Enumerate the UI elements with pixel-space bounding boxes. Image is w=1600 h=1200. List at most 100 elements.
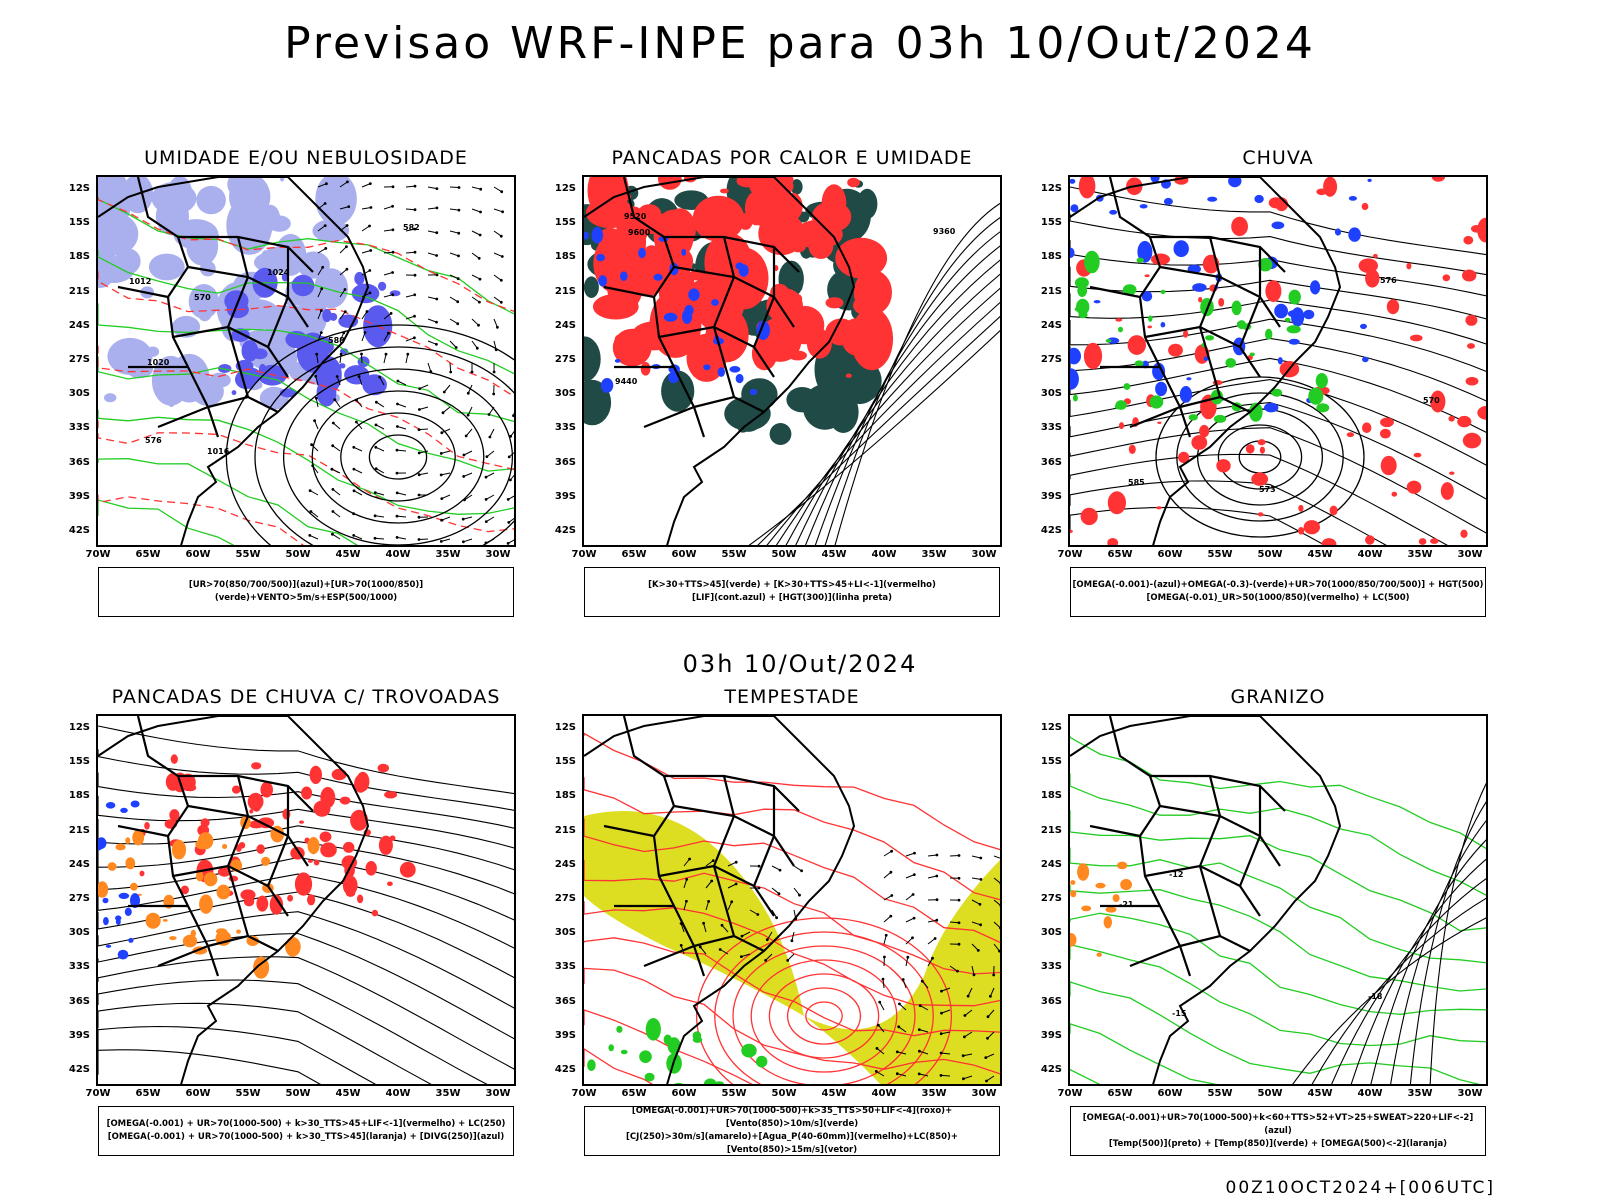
longitude-axis: 70W 65W 60W 55W 50W 45W 40W 35W 30W — [572, 549, 1002, 563]
lat-tick-label: 39S — [68, 1029, 90, 1041]
contour-label: 9600 — [628, 228, 651, 237]
latitude-axis: 12S 15S 18S 21S 24S 27S 30S 33S 36S 39S 42S — [1030, 175, 1064, 547]
legend-box: [OMEGA(-0.001)-(azul)+OMEGA(-0.3)-(verde… — [1070, 567, 1486, 617]
lat-tick-label: 15S — [68, 217, 90, 229]
lon-tick-label: 55W — [721, 1088, 747, 1099]
contour-label: 576 — [1380, 276, 1397, 285]
lat-tick-label: 21S — [68, 285, 90, 297]
lat-tick-label: 27S — [68, 893, 90, 904]
lat-tick-label: 33S — [554, 422, 576, 434]
legend-line: [OMEGA(-0.001)+UR>70(1000-500)+k<60+TTS>… — [1082, 1112, 1474, 1136]
map-svg — [98, 716, 514, 1084]
contour-label: 588 — [328, 336, 345, 345]
lat-tick-label: 18S — [554, 251, 576, 263]
lat-tick-label: 36S — [1040, 456, 1062, 468]
lon-tick-label: 50W — [1257, 1088, 1283, 1099]
lon-tick-label: 65W — [1107, 549, 1133, 560]
panel-title: GRANIZO — [1230, 686, 1326, 708]
lon-tick-label: 50W — [285, 1088, 311, 1099]
lon-tick-label: 65W — [135, 1088, 161, 1099]
latitude-axis: 12S 15S 18S 21S 24S 27S 30S 33S 36S 39S 42S — [58, 714, 92, 1086]
lat-tick-label: 36S — [1040, 995, 1062, 1007]
lon-tick-label: 40W — [385, 1088, 411, 1099]
main-title: Previsao WRF-INPE para 03h 10/Out/2024 — [284, 18, 1316, 69]
lat-tick-label: 18S — [1040, 790, 1062, 802]
legend-line: [CJ(250)>30m/s](amarelo)+[Agua_P(40-60mm… — [625, 1132, 959, 1155]
lon-tick-label: 55W — [721, 549, 747, 560]
longitude-axis: 70W 65W 60W 55W 50W 45W 40W 35W 30W — [572, 1088, 1002, 1102]
lat-tick-label: 42S — [1040, 525, 1062, 536]
lat-tick-label: 18S — [1040, 251, 1062, 263]
lon-tick-label: 60W — [1157, 549, 1183, 560]
map-area: 585 576 570 573 — [1068, 175, 1488, 547]
lon-tick-label: 55W — [235, 1088, 261, 1099]
lon-tick-label: 30W — [971, 1088, 997, 1099]
lat-tick-label: 36S — [554, 995, 576, 1007]
lon-tick-label: 60W — [185, 1088, 211, 1099]
latitude-axis: 12S 15S 18S 21S 24S 27S 30S 33S 36S 39S 42S — [544, 714, 578, 1086]
lon-tick-label: 35W — [435, 1088, 461, 1099]
map-svg: 585 576 570 573 — [1070, 177, 1486, 545]
lat-tick-label: 30S — [554, 927, 576, 939]
lat-tick-label: 24S — [1040, 858, 1062, 870]
legend-line: [OMEGA(-0.001) + UR>70(1000-500) + k>30_… — [106, 1119, 506, 1129]
contour-label: 570 — [194, 293, 211, 302]
lon-tick-label: 35W — [921, 549, 947, 560]
lat-tick-label: 15S — [554, 217, 576, 229]
lat-tick-label: 15S — [554, 756, 576, 768]
contour-label: 9440 — [615, 377, 638, 386]
map-area: -12 -15 -18 -21 — [1068, 714, 1488, 1086]
lon-tick-label: 55W — [1207, 549, 1233, 560]
lon-tick-label: 60W — [185, 549, 211, 560]
lat-tick-label: 39S — [1040, 1029, 1062, 1041]
contour-label: 1020 — [147, 358, 170, 367]
lat-tick-label: 24S — [554, 319, 576, 331]
map-area — [582, 714, 1002, 1086]
lon-tick-label: 30W — [485, 1088, 511, 1099]
lon-tick-label: 30W — [485, 549, 511, 560]
mid-time-label: 03h 10/Out/2024 — [682, 650, 918, 678]
contour-label: -21 — [1119, 900, 1134, 909]
lat-tick-label: 30S — [1040, 388, 1062, 400]
lat-tick-label: 15S — [1040, 217, 1062, 229]
legend-box: [OMEGA(-0.001)+UR>70(1000-500)+k<60+TTS>… — [1070, 1106, 1486, 1156]
lat-tick-label: 12S — [68, 183, 90, 194]
legend-line: [OMEGA(-0.01)_UR>50(1000/850)(vermelho) … — [1146, 593, 1410, 603]
lon-tick-label: 70W — [571, 549, 597, 560]
lon-tick-label: 55W — [235, 549, 261, 560]
legend-box: [UR>70(850/700/500)](azul)+[UR>70(1000/8… — [98, 567, 514, 617]
panel-title: CHUVA — [1242, 147, 1314, 169]
lat-tick-label: 27S — [554, 893, 576, 904]
legend-box: [OMEGA(-0.001) + UR>70(1000-500) + k>30_… — [98, 1106, 514, 1156]
legend-line: [Temp(500)](preto) + [Temp(850)](verde) … — [1108, 1138, 1448, 1149]
contour-label: 570 — [1423, 396, 1440, 405]
longitude-axis: 70W 65W 60W 55W 50W 45W 40W 35W 30W — [1058, 549, 1488, 563]
lon-tick-label: 50W — [285, 549, 311, 560]
lon-tick-label: 70W — [85, 549, 111, 560]
lon-tick-label: 60W — [671, 549, 697, 560]
map-svg: -12 -15 -18 -21 — [1070, 716, 1486, 1084]
contour-label: 573 — [1259, 485, 1276, 494]
lon-tick-label: 40W — [1357, 549, 1383, 560]
lon-tick-label: 50W — [771, 549, 797, 560]
legend-line: [OMEGA(-0.001)-(azul)+OMEGA(-0.3)-(verde… — [1072, 580, 1484, 590]
lat-tick-label: 36S — [68, 456, 90, 468]
contour-label: 9360 — [933, 227, 956, 236]
lat-tick-label: 39S — [1040, 490, 1062, 502]
contour-label: -12 — [1169, 870, 1183, 879]
lon-tick-label: 30W — [971, 549, 997, 560]
lon-tick-label: 30W — [1457, 1088, 1483, 1099]
map-area — [96, 714, 516, 1086]
lat-tick-label: 33S — [1040, 961, 1062, 973]
lat-tick-label: 24S — [554, 858, 576, 870]
map-area: 9600 9520 9440 9360 — [582, 175, 1002, 547]
lon-tick-label: 45W — [1307, 549, 1333, 560]
lat-tick-label: 21S — [1040, 285, 1062, 297]
lat-tick-label: 18S — [68, 251, 90, 263]
lat-tick-label: 42S — [68, 525, 90, 536]
legend-line: [LIF](cont.azul) + [HGT(300)](linha pret… — [691, 593, 893, 603]
contour-label: 1016 — [207, 447, 230, 456]
lat-tick-label: 39S — [554, 490, 576, 502]
lat-tick-label: 21S — [1040, 824, 1062, 836]
lat-tick-label: 36S — [68, 995, 90, 1007]
